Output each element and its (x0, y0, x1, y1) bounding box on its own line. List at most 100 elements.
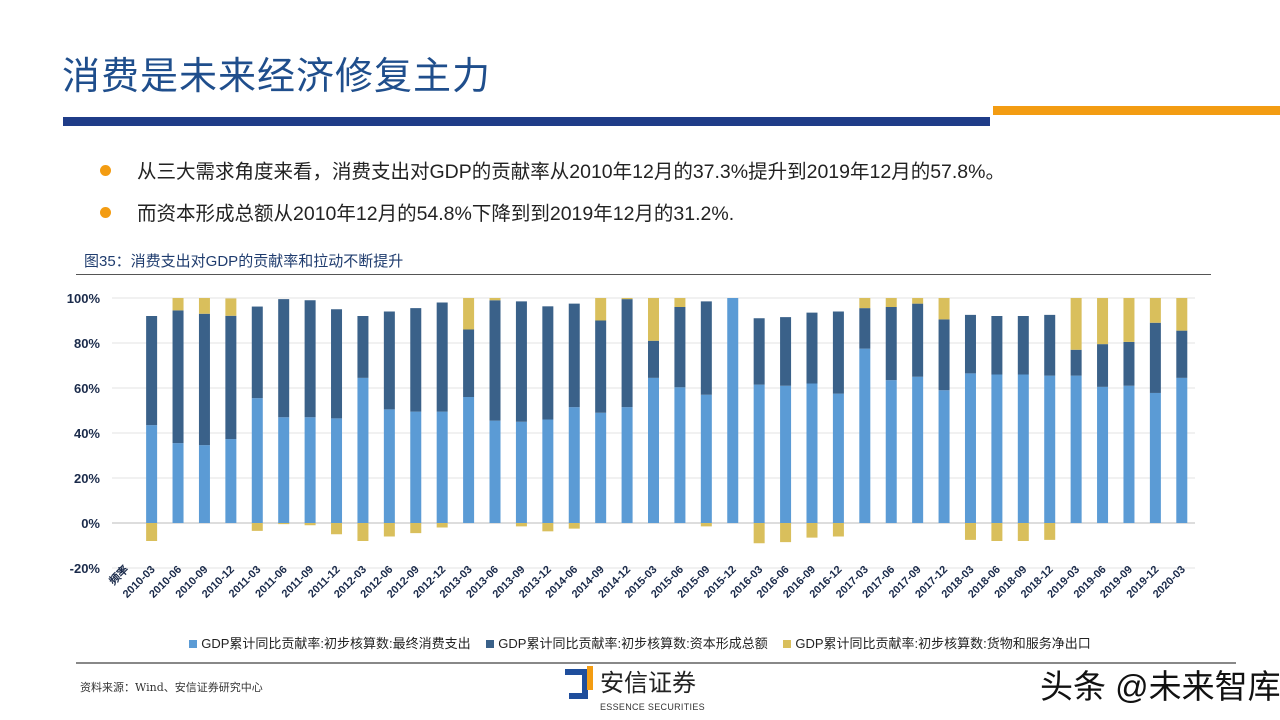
bar-segment (304, 523, 316, 526)
bar-segment (463, 329, 475, 397)
bar-segment (436, 523, 448, 528)
bar-segment (1123, 385, 1135, 523)
bar-segment (753, 318, 765, 385)
bar-segment (278, 417, 290, 523)
bar-segment (515, 301, 527, 422)
bar-segment (885, 298, 897, 307)
bullet-dot-icon (100, 165, 111, 177)
bar-segment (885, 380, 897, 523)
bar-segment (1149, 322, 1161, 393)
legend-swatch (783, 640, 792, 648)
bar-segment (674, 298, 686, 307)
legend-label: GDP累计同比贡献率:初步核算数:最终消费支出 (201, 636, 471, 651)
bar-segment (621, 407, 633, 523)
bar-segment (542, 523, 554, 532)
bar-segment (991, 316, 1003, 375)
bar-segment (489, 300, 501, 421)
bar-segment (700, 301, 712, 395)
bar-segment (648, 377, 659, 523)
bar-segment (331, 309, 343, 419)
bar-segment (410, 411, 422, 523)
bar-segment (383, 311, 395, 410)
bar-segment (1070, 375, 1082, 523)
bar-segment (700, 523, 712, 527)
bar-segment (885, 307, 897, 381)
bar-segment (859, 348, 871, 523)
bar-segment (912, 376, 924, 523)
bar-segment (1017, 523, 1029, 541)
bar-segment (568, 523, 580, 529)
bar-segment (331, 418, 343, 523)
bar-segment (1123, 341, 1135, 386)
bar-segment (1044, 523, 1056, 540)
y-tick-label: 20% (74, 471, 100, 486)
bar-segment (859, 308, 871, 349)
bar-segment (198, 313, 210, 446)
bar-segment (225, 298, 237, 316)
bar-segment (595, 320, 607, 413)
bar-segment (674, 387, 686, 523)
stacked-bar-chart: -20%0%20%40%60%80%100%频率2010-032010-0620… (67, 291, 1195, 601)
y-tick-label: 100% (67, 291, 101, 306)
bar-segment (1017, 316, 1029, 375)
y-tick-label: -20% (70, 561, 101, 576)
bar-segment (251, 398, 263, 523)
y-tick-label: 80% (74, 336, 100, 351)
bar-segment (383, 523, 395, 537)
bar-segment (964, 373, 976, 523)
legend-swatch (486, 640, 495, 648)
bar-segment (278, 299, 290, 418)
bar-segment (964, 523, 976, 540)
bar-segment (1149, 298, 1161, 323)
bar-segment (780, 523, 792, 543)
bar-segment (146, 425, 158, 523)
legend-label: GDP累计同比贡献率:初步核算数:货物和服务净出口 (795, 636, 1091, 651)
bar-segment (648, 340, 659, 378)
bar-segment (753, 384, 765, 523)
bar-segment (436, 302, 448, 412)
bar-segment (304, 417, 316, 523)
bar-segment (648, 298, 659, 341)
legend-swatch (189, 640, 198, 648)
bar-segment (912, 303, 924, 377)
bar-segment (304, 300, 316, 418)
bar-segment (595, 412, 607, 523)
bar-segment (515, 523, 527, 527)
bar-segment (331, 523, 343, 535)
bar-segment (251, 523, 263, 531)
legend-item: GDP累计同比贡献率:初步核算数:最终消费支出 (189, 636, 471, 652)
bar-segment (674, 307, 686, 388)
bar-segment (859, 298, 871, 309)
bar-segment (938, 298, 950, 320)
bar-segment (1176, 330, 1188, 378)
bar-segment (753, 523, 765, 544)
bar-segment (1149, 392, 1161, 523)
bar-segment (991, 374, 1003, 523)
bar-segment (1044, 314, 1056, 376)
bar-segment (146, 523, 158, 541)
figure-caption: 图35：消费支出对GDP的贡献率和拉动不断提升 (84, 253, 404, 270)
bar-segment (568, 303, 580, 408)
x-tick-label: 频率 (106, 562, 131, 587)
source-note: 资料来源：Wind、安信证券研究中心 (80, 681, 263, 694)
bar-segment (489, 298, 501, 301)
bar-segment (172, 443, 184, 523)
bullet-text: 从三大需求角度来看，消费支出对GDP的贡献率从2010年12月的37.3%提升到… (137, 161, 1005, 183)
bar-segment (172, 298, 184, 311)
bullet-dot-icon (100, 207, 111, 219)
bar-segment (780, 385, 792, 523)
watermark: 头条 @未来智库 (1040, 668, 1280, 705)
y-tick-label: 40% (74, 426, 100, 441)
legend-label: GDP累计同比贡献率:初步核算数:资本形成总额 (498, 636, 768, 651)
bar-segment (991, 523, 1003, 541)
bar-segment (780, 317, 792, 386)
bar-segment (621, 299, 633, 408)
bar-segment (806, 523, 818, 538)
logo-text-en: ESSENCE SECURITIES (600, 702, 705, 712)
bar-segment (621, 298, 633, 300)
legend-item: GDP累计同比贡献率:初步核算数:资本形成总额 (486, 636, 768, 652)
bar-segment (1070, 298, 1082, 350)
y-tick-label: 60% (74, 381, 100, 396)
bar-segment (463, 397, 475, 523)
y-tick-label: 0% (81, 516, 100, 531)
